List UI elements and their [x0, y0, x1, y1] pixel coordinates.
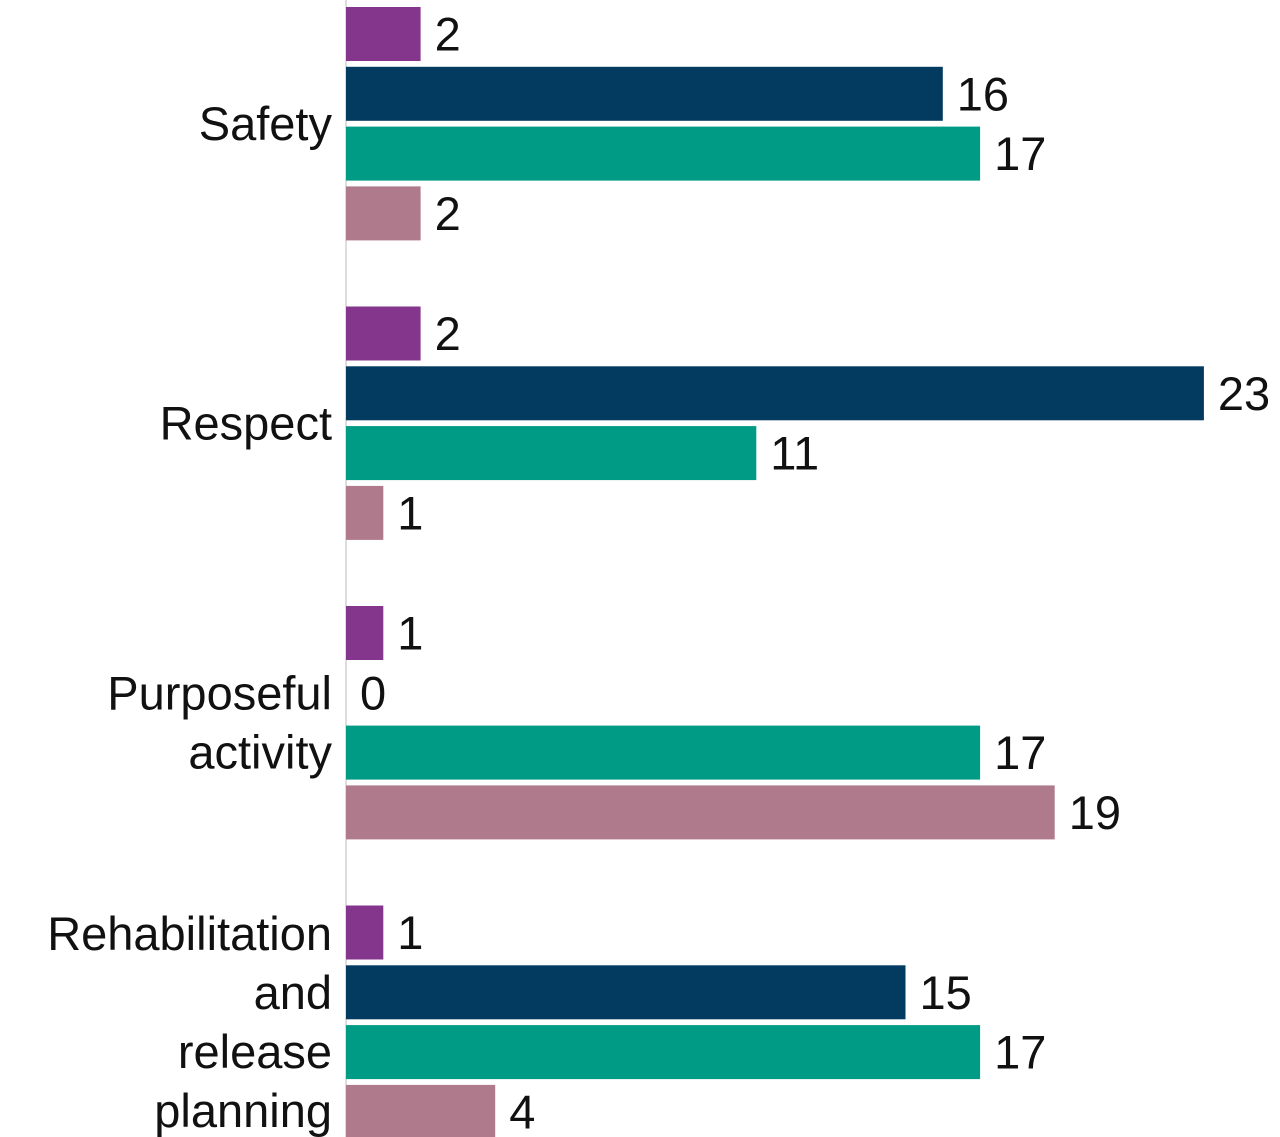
category-label-line: activity [188, 726, 332, 779]
value-label: 17 [994, 1026, 1046, 1079]
value-label: 1 [397, 607, 423, 660]
category-label-line: release [178, 1025, 332, 1078]
value-label: 17 [994, 127, 1046, 180]
value-label: 19 [1069, 786, 1121, 839]
category-label-line: planning [154, 1084, 332, 1137]
category-label-rehabilitation-and-release-planning: Rehabilitation and release planning [47, 907, 332, 1137]
value-label: 0 [360, 666, 386, 719]
value-label: 16 [957, 67, 1009, 120]
category-label-line: and [254, 966, 332, 1019]
value-label: 17 [994, 726, 1046, 779]
bar-purposeful-activity-s1 [346, 606, 384, 660]
category-label-purposeful-activity: Purposeful activity [107, 667, 332, 779]
bar-rehabilitation-and-release-planning-s1 [346, 905, 384, 960]
category-label-line: Respect [160, 397, 332, 450]
category-label-line: Purposeful [107, 667, 332, 720]
bar-safety-s3 [346, 126, 981, 181]
category-label-line: Safety [199, 97, 333, 150]
value-label: 2 [435, 8, 461, 61]
bar-rehabilitation-and-release-planning-s2 [346, 965, 906, 1020]
value-label: 2 [435, 307, 461, 360]
value-label: 23 [1218, 367, 1270, 420]
value-label: 1 [397, 906, 423, 959]
bar-purposeful-activity-s3 [346, 725, 981, 780]
bar-respect-s3 [346, 426, 757, 481]
category-label-safety: Safety [199, 97, 333, 150]
bar-rehabilitation-and-release-planning-s3 [346, 1025, 981, 1080]
bar-safety-s4 [346, 186, 421, 241]
category-label-respect: Respect [160, 397, 332, 450]
bar-respect-s4 [346, 485, 384, 540]
value-label: 2 [435, 187, 461, 240]
bar-purposeful-activity-s4 [346, 785, 1055, 840]
bar-safety-s1 [346, 7, 421, 61]
bar-respect-s1 [346, 306, 421, 361]
value-label: 4 [509, 1085, 535, 1137]
category-labels-layer: Safety Respect Purposeful activity Rehabilit… [47, 97, 332, 1137]
value-label: 15 [920, 966, 972, 1019]
bars-layer [346, 7, 1204, 1137]
bar-safety-s2 [346, 66, 943, 121]
value-label: 11 [770, 427, 819, 480]
bar-rehabilitation-and-release-planning-s4 [346, 1084, 496, 1137]
value-label: 1 [397, 486, 423, 539]
category-label-line: Rehabilitation [47, 907, 332, 960]
bar-respect-s2 [346, 366, 1204, 421]
